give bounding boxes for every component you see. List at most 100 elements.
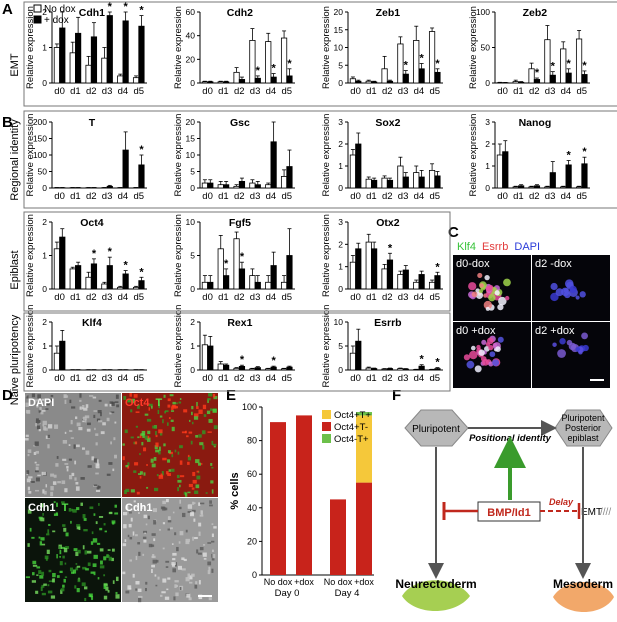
y-tick-label: 0 xyxy=(338,365,343,375)
x-tick-label: d5 xyxy=(429,373,440,384)
y-axis-label: Relative expression xyxy=(173,6,184,89)
texture-speck xyxy=(208,393,213,397)
cell-dot xyxy=(550,282,558,291)
gene-title: Rex1 xyxy=(227,317,252,329)
texture-speck xyxy=(179,445,183,449)
x-tick-label: d2 xyxy=(86,86,97,97)
texture-speck xyxy=(198,502,201,506)
texture-speck xyxy=(95,459,99,463)
texture-speck xyxy=(122,543,127,547)
cell-dot xyxy=(497,304,504,311)
bar xyxy=(502,151,509,189)
texture-speck xyxy=(198,522,202,527)
texture-speck xyxy=(171,404,176,408)
texture-speck xyxy=(174,449,177,453)
texture-speck xyxy=(115,394,119,399)
texture-speck xyxy=(41,543,46,546)
bar xyxy=(249,40,256,84)
texture-speck xyxy=(196,406,199,409)
texture-speck xyxy=(65,546,70,550)
x-tick-label: d5 xyxy=(281,191,292,202)
bar xyxy=(85,64,92,84)
texture-speck xyxy=(151,544,155,547)
texture-speck xyxy=(187,511,193,513)
bar xyxy=(575,38,583,84)
neurectoderm-label: Neurectoderm xyxy=(395,577,476,591)
texture-speck xyxy=(159,431,163,436)
texture-speck xyxy=(106,473,111,476)
bar xyxy=(428,31,436,84)
y-tick-label: 20 xyxy=(186,54,196,64)
y-axis-label: Relative expression xyxy=(25,114,36,197)
texture-speck xyxy=(122,456,125,461)
texture-speck xyxy=(108,462,113,465)
x-tick-label: d3 xyxy=(102,86,113,97)
bar xyxy=(434,175,441,189)
texture-speck xyxy=(93,554,98,559)
texture-speck xyxy=(64,562,67,565)
texture-speck xyxy=(75,551,79,557)
emt-hatch: //// xyxy=(600,507,611,518)
panel-c: Klf4 Esrrb DAPI d0-dox d2 -dox d0 +dox d… xyxy=(453,241,610,388)
category-label: +dox xyxy=(354,577,374,587)
x-tick-label: d3 xyxy=(398,86,409,97)
texture-speck xyxy=(205,492,208,494)
texture-speck xyxy=(211,489,214,494)
texture-speck xyxy=(80,477,85,480)
texture-speck xyxy=(93,410,98,412)
texture-speck xyxy=(166,422,169,426)
bar xyxy=(217,184,224,189)
cell-dot xyxy=(463,354,471,361)
texture-speck xyxy=(42,512,44,516)
texture-speck xyxy=(167,516,171,521)
bar xyxy=(217,363,224,371)
texture-speck xyxy=(133,394,138,398)
texture-speck xyxy=(198,462,201,466)
texture-speck xyxy=(114,421,117,424)
texture-speck xyxy=(98,503,100,506)
texture-speck xyxy=(34,489,40,492)
bar xyxy=(138,25,145,84)
texture-speck xyxy=(190,440,193,445)
legend-swatch xyxy=(322,434,331,443)
texture-speck xyxy=(127,534,130,538)
x-tick-label: d1 xyxy=(218,191,229,202)
bar xyxy=(280,281,288,290)
texture-speck xyxy=(135,534,138,537)
y-tick-label: 0 xyxy=(42,284,47,294)
bar xyxy=(365,241,372,290)
texture-speck xyxy=(141,441,144,446)
texture-speck xyxy=(90,541,94,545)
posterior-label-1: Pluripotent xyxy=(561,413,605,423)
x-tick-label: d2 xyxy=(529,86,540,97)
texture-speck xyxy=(162,578,167,583)
significance-star: * xyxy=(224,258,229,270)
significance-star: * xyxy=(256,65,261,77)
texture-speck xyxy=(95,472,99,475)
texture-speck xyxy=(162,419,164,424)
texture-speck xyxy=(91,595,94,600)
texture-speck xyxy=(195,459,200,464)
texture-speck xyxy=(202,430,206,435)
texture-speck xyxy=(176,546,179,552)
x-tick-label: d4 xyxy=(118,373,129,384)
texture-speck xyxy=(207,542,212,544)
texture-speck xyxy=(158,529,161,531)
texture-speck xyxy=(73,548,78,552)
y-axis-label: Relative expression xyxy=(468,6,479,89)
x-tick-label: d2 xyxy=(529,191,540,202)
y-axis-label: Relative expression xyxy=(321,114,332,197)
texture-speck xyxy=(41,571,45,576)
texture-speck xyxy=(176,402,178,405)
texture-speck xyxy=(155,449,160,453)
texture-speck xyxy=(162,522,166,525)
texture-speck xyxy=(74,477,77,481)
bar xyxy=(434,368,441,371)
micrograph-label-t2: T xyxy=(62,502,69,514)
texture-speck xyxy=(158,446,161,451)
y-tick-label: 2 xyxy=(338,239,343,249)
panel-letter-a: A xyxy=(2,1,13,18)
texture-speck xyxy=(72,569,77,574)
